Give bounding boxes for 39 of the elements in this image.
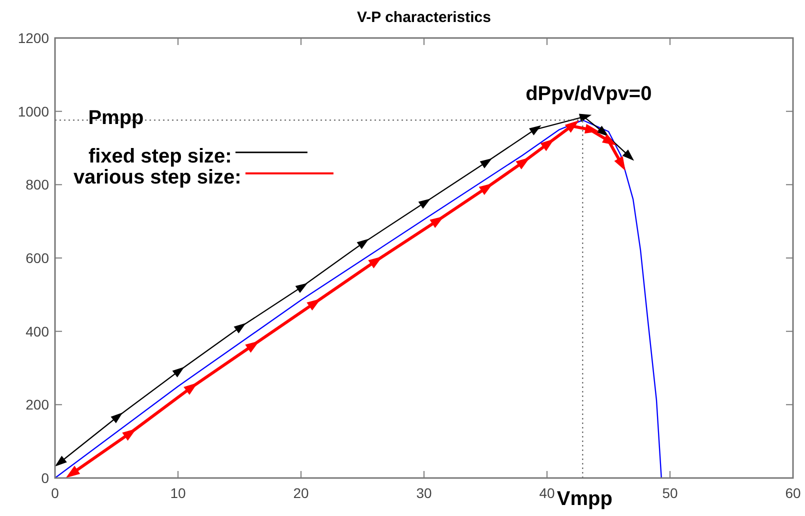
x-tick-label: 30 bbox=[416, 485, 432, 501]
x-tick-label: 60 bbox=[785, 485, 801, 501]
point bbox=[564, 120, 580, 133]
point bbox=[529, 125, 542, 136]
point bbox=[172, 366, 184, 378]
y-tick-label: 800 bbox=[26, 176, 50, 193]
y-tick-label: 400 bbox=[26, 323, 50, 340]
point bbox=[596, 126, 609, 136]
point bbox=[368, 256, 382, 268]
point bbox=[66, 466, 80, 478]
chart-title: V-P characteristics bbox=[357, 9, 491, 26]
point bbox=[540, 138, 554, 152]
y-tick-label: 1000 bbox=[18, 103, 50, 120]
legend-label: various step size: bbox=[73, 166, 242, 188]
point bbox=[306, 298, 321, 311]
y-tick-label: 1200 bbox=[18, 30, 50, 46]
annotation: dPpv/dVpv=0 bbox=[526, 83, 652, 106]
x-tick-label: 50 bbox=[662, 485, 678, 501]
point bbox=[622, 150, 634, 161]
point bbox=[356, 238, 369, 250]
legend-label: fixed step size: bbox=[88, 145, 232, 168]
ref-line-label: Pmpp bbox=[88, 107, 144, 130]
point bbox=[295, 282, 308, 294]
point bbox=[122, 428, 136, 441]
point bbox=[54, 456, 67, 466]
x-tick-label: 40 bbox=[539, 485, 555, 501]
y-tick-label: 200 bbox=[26, 396, 50, 413]
y-tick-label: 0 bbox=[41, 470, 50, 486]
x-tick-label: 20 bbox=[293, 485, 309, 501]
point bbox=[110, 412, 123, 424]
x-tick-label: 10 bbox=[170, 485, 186, 501]
point bbox=[516, 157, 530, 170]
x-tick-label: 0 bbox=[51, 485, 60, 501]
point bbox=[418, 198, 431, 209]
y-tick-label: 600 bbox=[26, 250, 50, 266]
ref-line-label: Vmpp bbox=[556, 488, 612, 510]
point bbox=[245, 340, 260, 353]
point bbox=[234, 323, 246, 334]
point bbox=[480, 158, 492, 168]
